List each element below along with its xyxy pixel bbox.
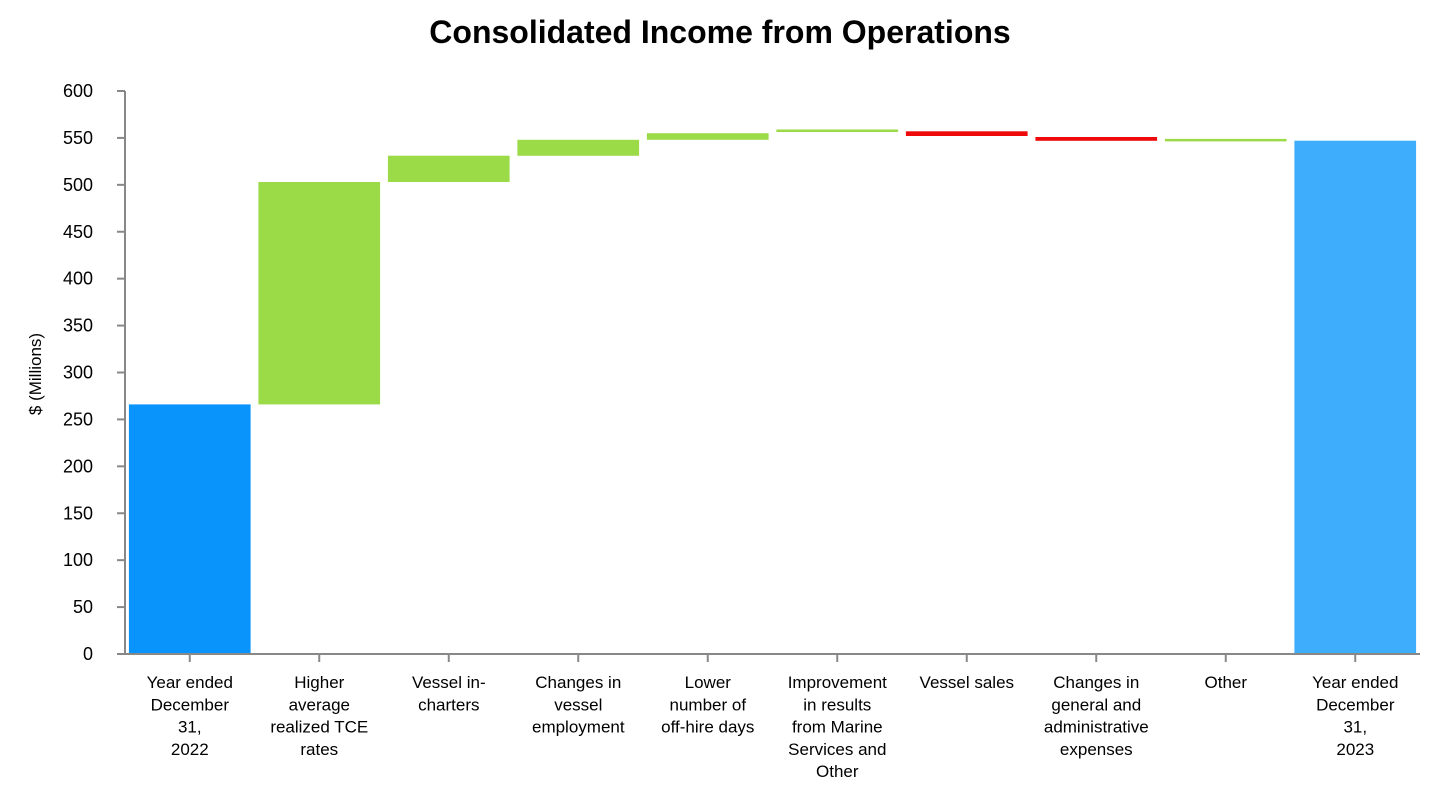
y-tick-label: 0 — [83, 644, 93, 664]
bar-9-increase — [1164, 138, 1287, 142]
x-tick-label: Year ended December 31, 2022 — [147, 673, 233, 759]
x-tick-label: Vessel in-charters — [412, 673, 486, 714]
bar-8-decrease — [1035, 137, 1158, 141]
y-ticks-layer: 0 50 100 150 200 250 300 350 400 450 500 550 600 — [63, 81, 125, 664]
y-tick-label: 250 — [63, 409, 93, 429]
y-tick-label: 500 — [63, 175, 93, 195]
chart-title: Consolidated Income from Operations — [429, 14, 1011, 50]
x-tick-label: Changes in general and administrative expen… — [1044, 673, 1149, 759]
y-tick-label: 400 — [63, 269, 93, 289]
bar-7-decrease — [905, 131, 1028, 136]
y-tick-label: 600 — [63, 81, 93, 101]
bar-2-increase — [258, 182, 381, 405]
x-tick-label: Higher average realized TCE rates — [270, 673, 368, 759]
bar-5-increase — [646, 133, 769, 140]
y-tick-label: 200 — [63, 456, 93, 476]
bar-4-increase — [517, 139, 640, 156]
x-tick-label: Improvement in results from Marine Services… — [788, 673, 887, 781]
y-tick-label: 50 — [73, 597, 93, 617]
y-tick-label: 450 — [63, 222, 93, 242]
y-tick-label: 300 — [63, 363, 93, 383]
y-tick-label: 150 — [63, 503, 93, 523]
x-tick-label: Lower number of off-hire days — [661, 673, 754, 737]
x-tick-label: Other — [1205, 673, 1248, 692]
x-labels-layer: Year ended December 31, 2022 Higher average re… — [147, 654, 1398, 781]
x-tick-label: Vessel sales — [920, 673, 1015, 692]
x-tick-label: Year ended December 31, 2023 — [1312, 673, 1398, 759]
y-tick-label: 100 — [63, 550, 93, 570]
bar-1-total — [128, 404, 251, 654]
y-tick-label: 550 — [63, 128, 93, 148]
bars-layer — [128, 129, 1417, 654]
y-tick-label: 350 — [63, 316, 93, 336]
bar-6-increase — [776, 129, 899, 132]
x-tick-label: Changes in vessel employment — [532, 673, 625, 737]
bar-10-total — [1294, 140, 1417, 654]
bar-3-increase — [387, 155, 510, 182]
